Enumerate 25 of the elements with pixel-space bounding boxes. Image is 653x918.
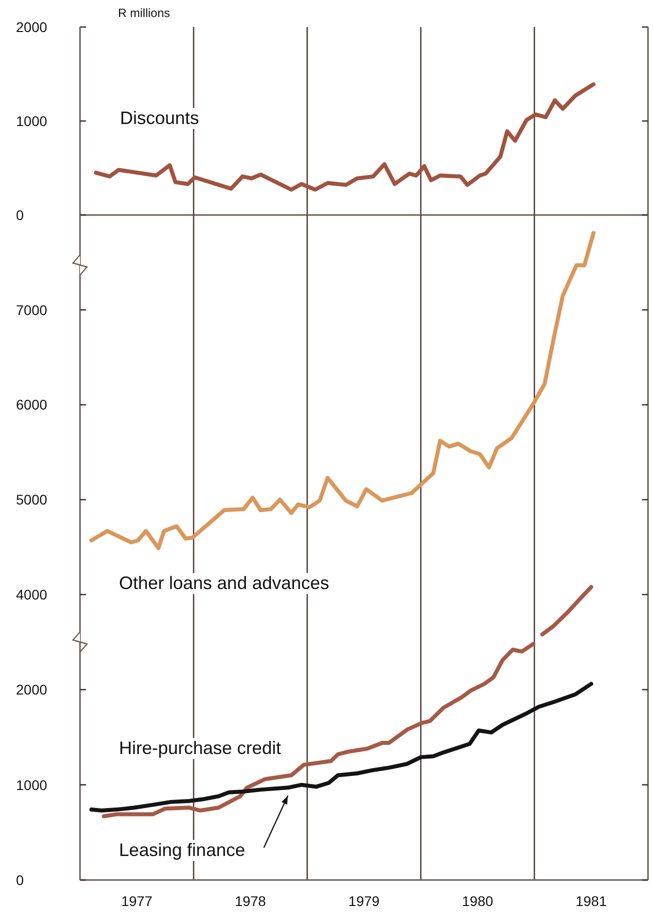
y-tick-label: 6000 (16, 396, 48, 413)
x-tick-label: 1977 (121, 892, 153, 909)
y-tick-label: 4000 (16, 586, 48, 603)
line-series (89, 682, 594, 813)
y-tick-label: 2000 (16, 18, 48, 35)
y-tick-label: 1000 (16, 776, 48, 793)
text: Discounts (118, 108, 202, 129)
series-label: Hire-purchase credit (117, 738, 284, 759)
y-tick-label: 7000 (16, 302, 48, 318)
y-tick-label: 5000 (16, 492, 48, 508)
y-tick-label: 0 (16, 206, 24, 223)
series-label: Other loans and advances (117, 573, 332, 594)
y-tick-label: 0 (16, 872, 24, 888)
y-tick-label: 2000 (16, 682, 48, 698)
series-label: Leasing finance (117, 840, 248, 861)
x-tick-label: 1981 (576, 892, 607, 909)
line-series (540, 584, 594, 636)
x-tick-label: 1980 (462, 892, 494, 909)
x-tick-label: 1979 (348, 892, 380, 909)
line-series (102, 642, 536, 818)
line-series (89, 231, 596, 550)
y-tick-label: 1000 (16, 112, 48, 129)
y-axis-title: R millions (118, 6, 170, 20)
line-series (94, 82, 596, 192)
x-tick-label: 1978 (234, 892, 266, 909)
